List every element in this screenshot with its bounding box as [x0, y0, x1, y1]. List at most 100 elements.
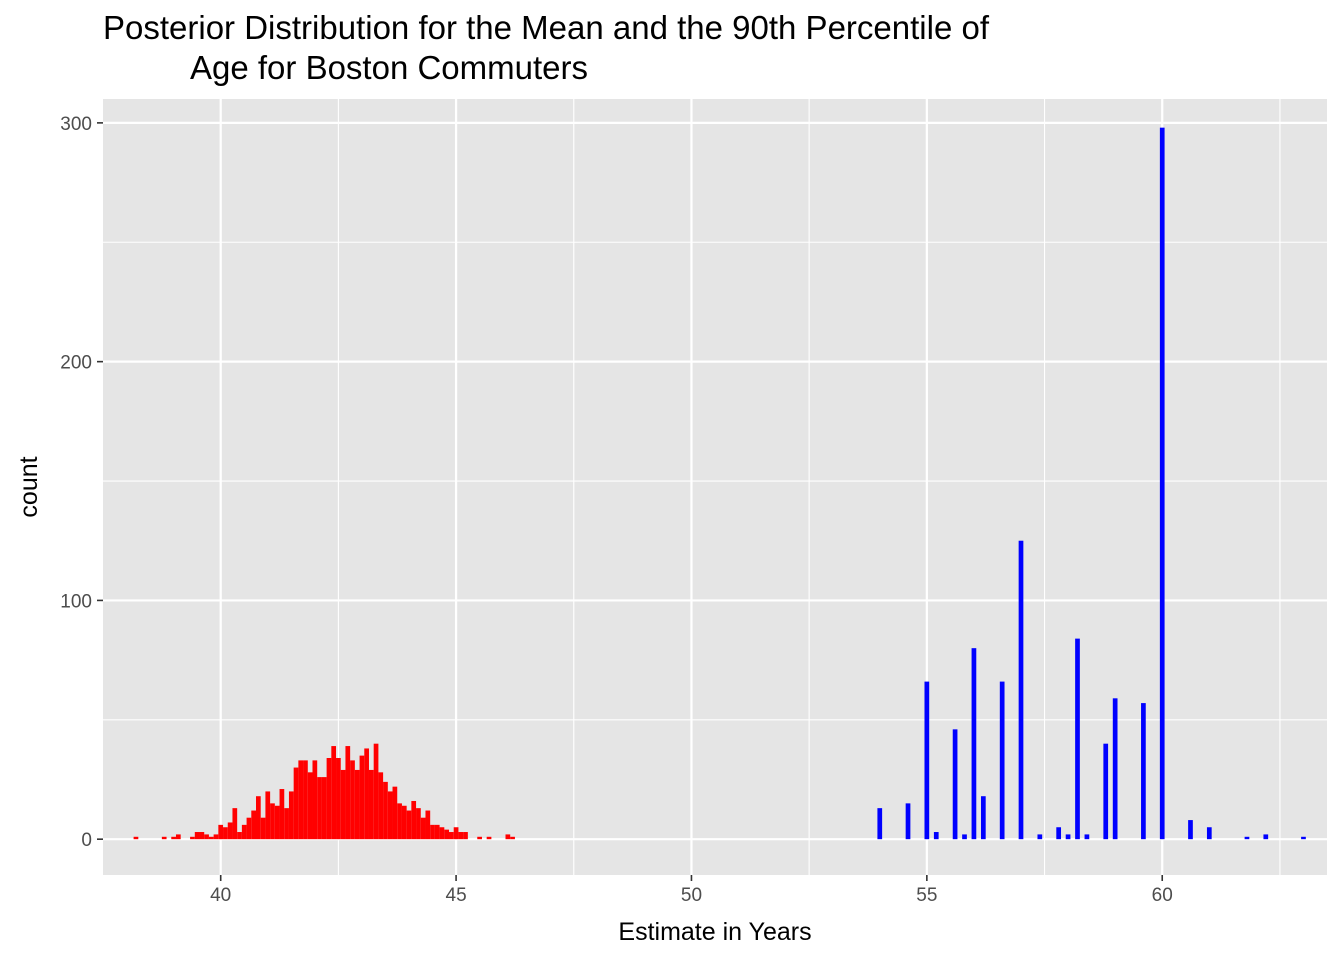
histogram-bar [378, 772, 384, 840]
histogram-bar [406, 810, 412, 840]
histogram-bar [453, 827, 459, 840]
histogram-bar [232, 808, 238, 840]
histogram-bar [933, 832, 939, 840]
histogram-bars [133, 127, 1306, 840]
histogram-bar [227, 822, 233, 840]
histogram-bar [1065, 834, 1071, 840]
histogram-bar [345, 746, 351, 840]
x-axis-ticks: 40 45 50 55 60 [210, 875, 1173, 906]
histogram-bar [1103, 743, 1109, 840]
histogram-bar [971, 648, 977, 840]
histogram-bar [373, 743, 379, 840]
histogram-bar [1159, 127, 1165, 840]
histogram-bar [463, 832, 468, 840]
histogram-bar [199, 832, 205, 840]
histogram-bar [411, 800, 417, 840]
histogram-bar [354, 769, 360, 840]
x-tick-label: 55 [916, 885, 937, 906]
x-tick-label: 50 [681, 885, 702, 906]
histogram-bar [420, 817, 426, 840]
chart-title-line-2: Age for Boston Commuters [190, 49, 588, 86]
histogram-bar [510, 836, 515, 840]
histogram-bar [952, 729, 958, 840]
histogram-bar [223, 827, 228, 840]
histogram-bar [397, 803, 402, 840]
histogram-bar [161, 836, 167, 840]
histogram-bar [171, 836, 176, 840]
histogram-bar [256, 796, 261, 840]
histogram-bar [359, 755, 365, 840]
y-axis-title: count [15, 456, 43, 517]
histogram-bar [1206, 827, 1212, 840]
histogram-bar [1075, 638, 1080, 840]
major-gridlines [103, 99, 1327, 875]
histogram-bar [190, 836, 195, 840]
histogram-bar [317, 777, 322, 840]
histogram-bar [312, 760, 318, 840]
histogram-bar [175, 834, 181, 840]
histogram-bar [434, 824, 440, 840]
histogram-bar [1084, 834, 1090, 840]
histogram-bar [194, 832, 200, 840]
histogram-bar [208, 836, 214, 840]
histogram-bar [458, 832, 464, 840]
histogram-bar [444, 829, 450, 840]
histogram-bar [336, 758, 341, 840]
histogram-bar [265, 791, 271, 840]
histogram-bar [133, 836, 139, 840]
histogram-bar [326, 758, 332, 840]
histogram-bar [1301, 836, 1306, 840]
histogram-bar [439, 827, 445, 840]
histogram-bar [1188, 820, 1193, 840]
plot-panel [103, 99, 1327, 875]
histogram-bar [307, 772, 313, 840]
histogram-bar [350, 760, 355, 840]
histogram-bar [425, 810, 431, 840]
x-tick-label: 40 [210, 885, 231, 906]
histogram-bar [486, 836, 492, 840]
histogram-bar [288, 791, 294, 840]
histogram-bar [430, 824, 435, 840]
histogram-bar [303, 760, 308, 840]
histogram-bar [298, 760, 304, 840]
histogram-bar [962, 834, 967, 840]
histogram-bar [284, 808, 289, 840]
histogram-bar [364, 748, 369, 840]
chart-title-line-1: Posterior Distribution for the Mean and … [103, 9, 990, 46]
histogram-bar [416, 808, 421, 840]
histogram-bar [204, 834, 209, 840]
histogram-bar [877, 808, 883, 840]
y-tick-label: 0 [81, 830, 92, 851]
histogram-bar [1244, 836, 1250, 840]
y-tick-label: 100 [60, 591, 92, 612]
histogram-bar [1056, 827, 1062, 840]
histogram-bar [449, 832, 454, 840]
histogram-bar [251, 810, 256, 840]
histogram-bar [321, 777, 327, 840]
histogram-bar [505, 834, 511, 840]
histogram-bar [1112, 698, 1118, 840]
minor-gridlines [103, 99, 1327, 875]
histogram-bar [1018, 540, 1024, 840]
histogram-bar [1263, 834, 1269, 840]
histogram-bar [340, 769, 346, 840]
histogram-bar [270, 803, 275, 840]
histogram-bar [905, 803, 911, 840]
x-axis-title: Estimate in Years [618, 918, 811, 946]
histogram-bar [401, 805, 407, 840]
histogram-bar [274, 805, 280, 840]
histogram-bar [477, 836, 482, 840]
histogram-bar [213, 834, 219, 840]
x-tick-label: 45 [446, 885, 467, 906]
y-tick-label: 300 [60, 114, 92, 135]
histogram-bar [387, 791, 393, 840]
histogram-bar [999, 681, 1005, 840]
x-tick-label: 60 [1152, 885, 1173, 906]
histogram-bar [383, 781, 388, 840]
histogram-bar [279, 789, 285, 840]
histogram-bar [368, 769, 374, 840]
histogram-bar [246, 817, 252, 840]
histogram-bar [237, 832, 242, 840]
histogram-bar [293, 767, 299, 840]
